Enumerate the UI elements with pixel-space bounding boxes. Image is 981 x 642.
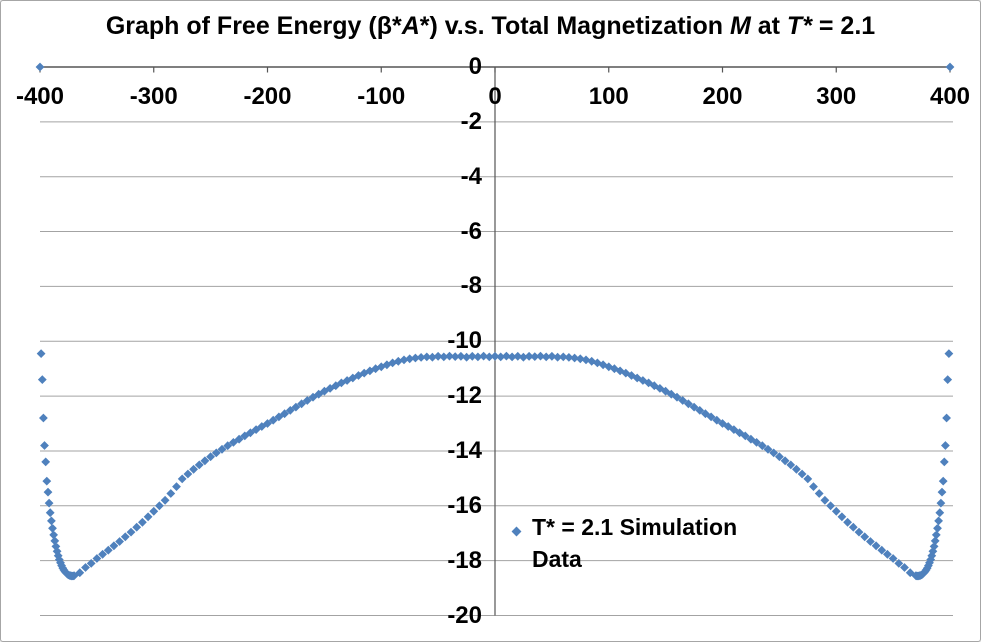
y-tick-label: -4 — [460, 162, 482, 190]
title-segment: *) v.s. Total Magnetization — [419, 12, 730, 40]
title-segment: at — [750, 12, 787, 40]
y-tick-label: -18 — [447, 546, 482, 574]
y-tick-label: -2 — [460, 107, 482, 135]
x-tick-label: -200 — [243, 83, 292, 110]
x-tick-label: 300 — [816, 83, 857, 110]
y-tick-label: -8 — [460, 272, 482, 300]
title-segment: M — [729, 12, 751, 40]
x-tick-label: 400 — [929, 83, 971, 110]
title-segment: Graph of Free Energy (β* — [105, 12, 402, 40]
diamond-marker-icon — [511, 526, 522, 537]
x-tick-label: 200 — [702, 83, 743, 110]
title-segment: A — [401, 12, 420, 40]
x-tick-label: -100 — [357, 83, 406, 110]
x-tick-label: 100 — [588, 83, 629, 110]
title-segment: T* — [786, 12, 812, 40]
y-tick-label: -12 — [447, 382, 482, 410]
title-segment: = 2.1 — [811, 12, 876, 40]
y-tick-label: -14 — [447, 436, 482, 464]
y-tick-label: -20 — [447, 601, 482, 629]
chart-title: Graph of Free Energy (β*A*) v.s. Total M… — [1, 12, 980, 41]
y-tick-label: -10 — [447, 327, 482, 355]
x-tick-label: -400 — [15, 83, 65, 110]
y-tick-label: -16 — [447, 491, 482, 519]
x-tick-label: 0 — [488, 83, 502, 110]
legend: T* = 2.1 Simulation Data — [505, 511, 764, 575]
y-tick-label: 0 — [468, 53, 482, 80]
legend-label: T* = 2.1 Simulation Data — [532, 514, 738, 572]
x-tick-label: -300 — [129, 83, 178, 110]
y-tick-label: -6 — [460, 217, 482, 245]
